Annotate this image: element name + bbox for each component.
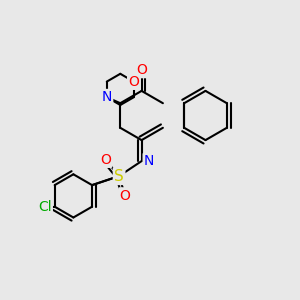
Text: Cl: Cl: [38, 200, 52, 214]
Text: O: O: [120, 189, 130, 202]
Text: N: N: [102, 90, 112, 104]
Text: O: O: [128, 75, 139, 88]
Text: O: O: [100, 153, 111, 166]
Text: O: O: [136, 63, 147, 77]
Text: N: N: [144, 154, 154, 168]
Text: S: S: [114, 169, 124, 184]
